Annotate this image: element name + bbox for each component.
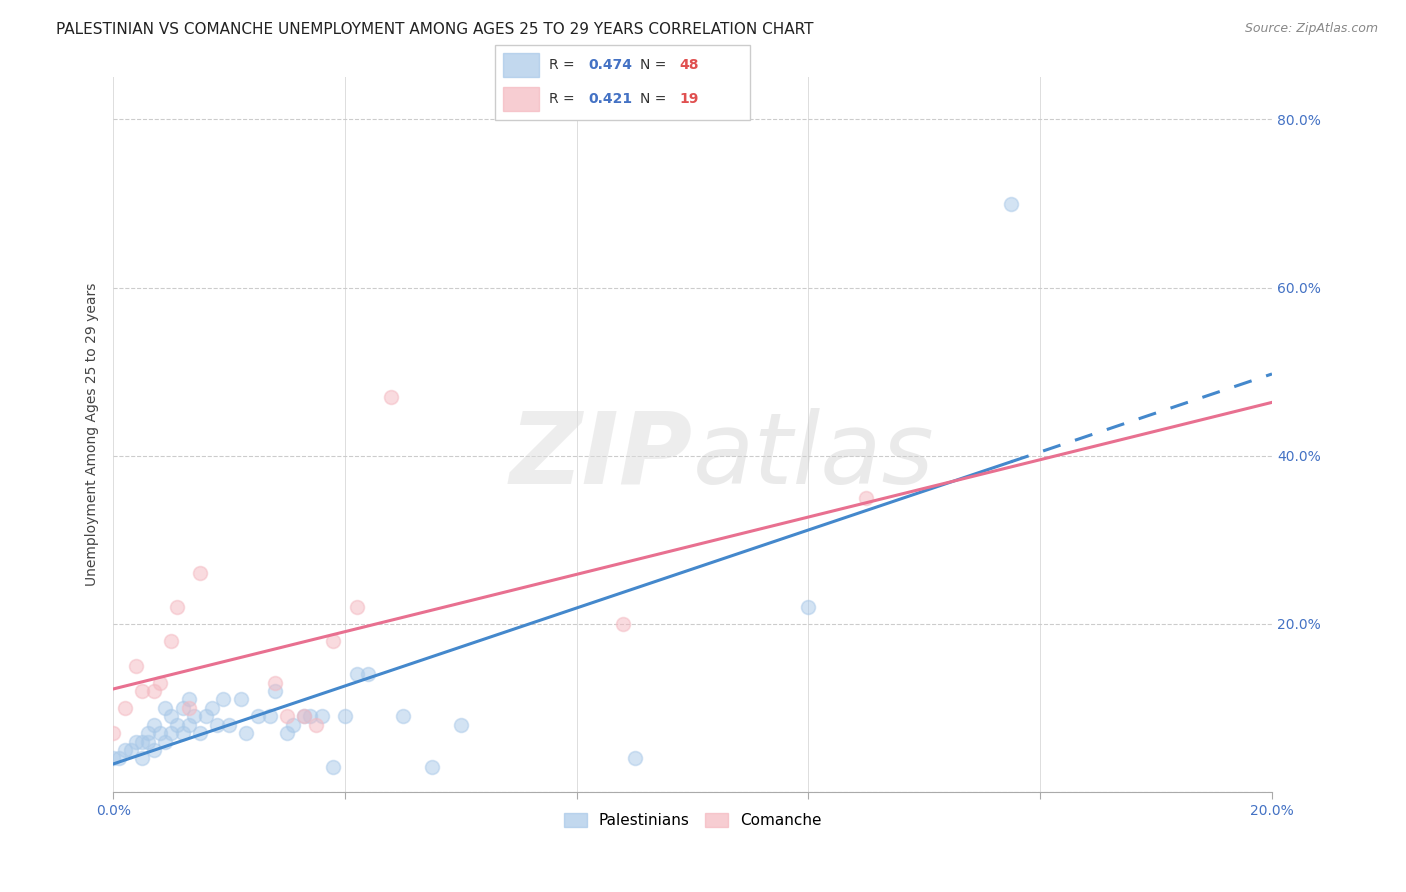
Text: R =: R = xyxy=(550,58,579,72)
Point xyxy=(148,675,170,690)
Point xyxy=(380,390,402,404)
Point xyxy=(114,701,136,715)
Point xyxy=(177,692,200,706)
Text: atlas: atlas xyxy=(693,408,934,505)
Point xyxy=(450,717,472,731)
Point xyxy=(322,633,344,648)
Point xyxy=(212,692,235,706)
Text: PALESTINIAN VS COMANCHE UNEMPLOYMENT AMONG AGES 25 TO 29 YEARS CORRELATION CHART: PALESTINIAN VS COMANCHE UNEMPLOYMENT AMO… xyxy=(56,22,814,37)
Point xyxy=(292,709,315,723)
Point xyxy=(142,743,165,757)
Point xyxy=(235,726,257,740)
Point xyxy=(183,709,205,723)
Point xyxy=(623,751,645,765)
Text: 0.474: 0.474 xyxy=(588,58,633,72)
Point xyxy=(247,709,270,723)
Point xyxy=(160,726,183,740)
Text: 0.421: 0.421 xyxy=(588,92,633,106)
Point xyxy=(155,734,177,748)
Point xyxy=(420,760,443,774)
Y-axis label: Unemployment Among Ages 25 to 29 years: Unemployment Among Ages 25 to 29 years xyxy=(86,283,100,586)
Point xyxy=(148,726,170,740)
Point xyxy=(114,743,136,757)
Point xyxy=(259,709,281,723)
Point xyxy=(292,709,315,723)
Point xyxy=(131,751,153,765)
Point xyxy=(797,600,820,615)
Point xyxy=(172,726,194,740)
Point xyxy=(188,726,211,740)
Point xyxy=(855,491,877,505)
Point xyxy=(612,616,634,631)
Point xyxy=(160,633,183,648)
Point xyxy=(125,658,148,673)
Point xyxy=(218,717,240,731)
Point xyxy=(357,667,380,681)
Text: N =: N = xyxy=(640,92,671,106)
Bar xyxy=(502,87,538,112)
Point xyxy=(131,734,153,748)
Point xyxy=(201,701,224,715)
Point xyxy=(207,717,229,731)
Point xyxy=(392,709,415,723)
Text: ZIP: ZIP xyxy=(509,408,693,505)
Point xyxy=(305,717,328,731)
Text: Source: ZipAtlas.com: Source: ZipAtlas.com xyxy=(1244,22,1378,36)
Text: 19: 19 xyxy=(679,92,699,106)
Point xyxy=(166,600,188,615)
Point xyxy=(1000,196,1022,211)
Point xyxy=(299,709,322,723)
Point xyxy=(346,600,368,615)
FancyBboxPatch shape xyxy=(495,45,749,120)
Point xyxy=(120,743,142,757)
Point xyxy=(160,709,183,723)
Point xyxy=(103,726,125,740)
Point xyxy=(103,751,125,765)
Point xyxy=(172,701,194,715)
Point xyxy=(136,726,159,740)
Point xyxy=(281,717,304,731)
Point xyxy=(142,717,165,731)
Point xyxy=(346,667,368,681)
Point xyxy=(177,717,200,731)
Point xyxy=(131,684,153,698)
Point xyxy=(276,709,298,723)
Point xyxy=(108,751,131,765)
Point xyxy=(188,566,211,581)
Point xyxy=(136,734,159,748)
Point xyxy=(229,692,252,706)
Point xyxy=(166,717,188,731)
Legend: Palestinians, Comanche: Palestinians, Comanche xyxy=(558,806,828,834)
Point xyxy=(264,675,287,690)
Point xyxy=(194,709,217,723)
Point xyxy=(142,684,165,698)
Point xyxy=(322,760,344,774)
Point xyxy=(155,701,177,715)
Point xyxy=(333,709,356,723)
Point xyxy=(177,701,200,715)
Bar xyxy=(502,53,538,78)
Text: N =: N = xyxy=(640,58,671,72)
Text: R =: R = xyxy=(550,92,579,106)
Text: 48: 48 xyxy=(679,58,699,72)
Point xyxy=(276,726,298,740)
Point xyxy=(311,709,333,723)
Point xyxy=(125,734,148,748)
Point xyxy=(264,684,287,698)
